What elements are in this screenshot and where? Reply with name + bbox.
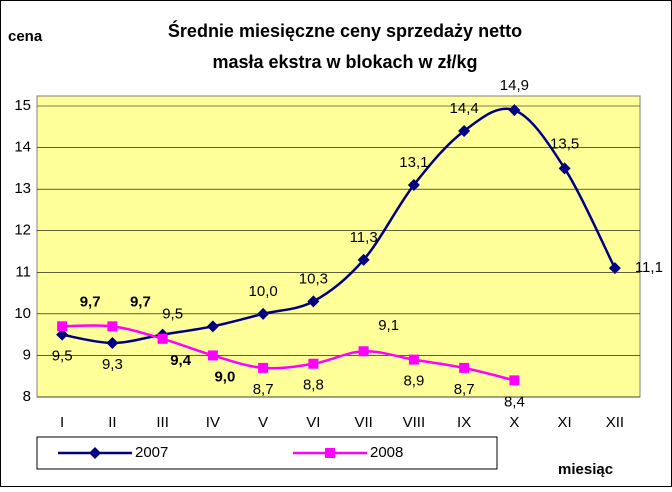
data-label: 11,1 bbox=[635, 259, 663, 276]
data-label: 8,7 bbox=[454, 381, 475, 398]
y-tick-label: 8 bbox=[23, 388, 31, 405]
data-label: 9,7 bbox=[80, 293, 101, 310]
data-label: 13,5 bbox=[550, 135, 579, 152]
plot-area bbox=[36, 95, 641, 398]
marker bbox=[358, 346, 369, 357]
data-label: 14,4 bbox=[450, 100, 479, 117]
marker bbox=[257, 307, 270, 320]
legend-label: 2008 bbox=[370, 444, 403, 461]
data-label: 10,3 bbox=[299, 270, 328, 287]
x-tick-label: VIII bbox=[403, 414, 426, 431]
marker bbox=[157, 333, 168, 344]
data-label: 9,4 bbox=[170, 352, 192, 369]
marker bbox=[408, 354, 419, 365]
marker bbox=[608, 262, 621, 275]
y-tick-label: 13 bbox=[14, 180, 31, 197]
marker bbox=[459, 362, 470, 373]
data-label: 8,4 bbox=[504, 393, 525, 410]
x-tick-label: VI bbox=[306, 414, 320, 431]
marker bbox=[307, 295, 320, 308]
x-tick-label: IV bbox=[206, 414, 220, 431]
data-label: 11,3 bbox=[350, 229, 378, 246]
x-tick-label: V bbox=[258, 414, 268, 431]
marker bbox=[407, 178, 420, 191]
data-label: 14,9 bbox=[500, 77, 529, 94]
x-tick-label: XI bbox=[558, 414, 572, 431]
x-axis-label: miesiąc bbox=[558, 461, 613, 478]
marker bbox=[107, 321, 118, 332]
marker bbox=[509, 375, 520, 386]
x-tick-label: VII bbox=[354, 414, 372, 431]
data-label: 10,0 bbox=[249, 283, 278, 300]
marker bbox=[206, 320, 219, 333]
y-tick-label: 14 bbox=[14, 139, 31, 156]
marker bbox=[106, 336, 119, 349]
x-tick-label: XII bbox=[606, 414, 624, 431]
data-label: 9,3 bbox=[102, 356, 123, 373]
data-label: 9,0 bbox=[214, 368, 235, 385]
marker bbox=[56, 328, 69, 341]
data-label: 8,9 bbox=[403, 373, 424, 390]
y-tick-label: 11 bbox=[15, 263, 31, 280]
data-label: 9,5 bbox=[52, 348, 73, 365]
y-tick-label: 15 bbox=[14, 97, 31, 114]
x-tick-label: II bbox=[108, 414, 116, 431]
marker bbox=[207, 350, 218, 361]
legend-marker bbox=[89, 447, 101, 459]
data-label: 9,1 bbox=[378, 317, 399, 334]
data-label: 8,7 bbox=[253, 381, 274, 398]
marker bbox=[57, 321, 68, 332]
x-tick-label: I bbox=[60, 414, 64, 431]
marker bbox=[508, 104, 521, 117]
x-tick-label: X bbox=[509, 414, 519, 431]
y-tick-label: 9 bbox=[23, 346, 31, 363]
y-tick-label: 12 bbox=[14, 222, 31, 239]
data-label: 8,8 bbox=[303, 377, 324, 394]
x-tick-label: IX bbox=[457, 414, 471, 431]
marker bbox=[258, 362, 269, 373]
y-tick-label: 10 bbox=[14, 305, 31, 322]
marker bbox=[357, 253, 370, 266]
data-label: 9,7 bbox=[130, 293, 151, 310]
y-axis-label: cena bbox=[8, 28, 43, 45]
marker bbox=[458, 124, 471, 137]
legend-marker bbox=[325, 448, 335, 458]
chart-title: masła ekstra w blokach w zł/kg bbox=[212, 52, 477, 72]
data-label: 9,5 bbox=[162, 306, 183, 323]
marker bbox=[308, 358, 319, 369]
data-label: 13,1 bbox=[399, 154, 428, 171]
series-line bbox=[62, 324, 515, 382]
marker bbox=[558, 162, 571, 175]
x-tick-label: III bbox=[156, 414, 169, 431]
legend-label: 2007 bbox=[135, 444, 168, 461]
chart-title: Średnie miesięczne ceny sprzedaży netto bbox=[168, 20, 522, 41]
